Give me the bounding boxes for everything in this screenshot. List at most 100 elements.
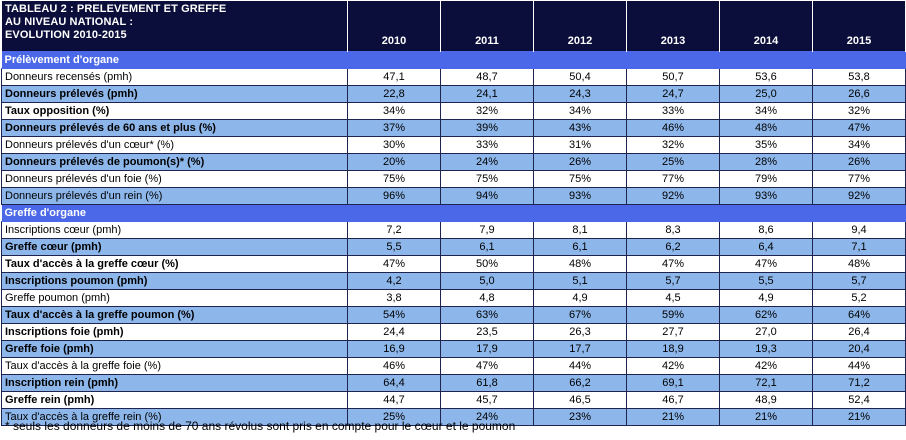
table-cell: 25% bbox=[626, 153, 720, 171]
table-cell: 34% bbox=[719, 102, 813, 120]
section-header-row: Prélèvement d'organe bbox=[1, 51, 906, 69]
table-row: Donneurs prélevés d'un cœur* (%) 30% 33% 31… bbox=[1, 136, 906, 154]
row-label: Taux d'accès à la greffe cœur (%) bbox=[1, 255, 348, 273]
data-table: TABLEAU 2 : PRELEVEMENT ET GREFFE AU NIV… bbox=[1, 1, 906, 426]
table-cell: 48,7 bbox=[440, 68, 534, 86]
row-label: Greffe poumon (pmh) bbox=[1, 289, 348, 307]
table-cell: 22,8 bbox=[347, 85, 441, 103]
table-cell: 21% bbox=[719, 408, 813, 426]
table-cell: 21% bbox=[626, 408, 720, 426]
table-cell: 50% bbox=[440, 255, 534, 273]
table-cell: 64% bbox=[812, 306, 906, 324]
table-cell: 92% bbox=[626, 187, 720, 205]
table-cell: 46% bbox=[626, 119, 720, 137]
table-row: Donneurs prélevés d'un foie (%) 75% 75% 75%… bbox=[1, 170, 906, 188]
table-cell: 4,8 bbox=[440, 289, 534, 307]
column-header-year: 2010 bbox=[347, 1, 441, 52]
table-cell: 75% bbox=[440, 170, 534, 188]
table-row: Taux d'accès à la greffe foie (%) 46% 47% 4… bbox=[1, 357, 906, 375]
table-cell: 21% bbox=[812, 408, 906, 426]
table-cell: 27,0 bbox=[719, 323, 813, 341]
table-cell: 71,2 bbox=[812, 374, 906, 392]
row-label: Donneurs prélevés de 60 ans et plus (%) bbox=[1, 119, 348, 137]
table-cell: 92% bbox=[812, 187, 906, 205]
table-row: Donneurs prélevés d'un rein (%) 96% 94% 93%… bbox=[1, 187, 906, 205]
table-row: Donneurs prélevés (pmh) 22,8 24,1 24,3 24,7 2… bbox=[1, 85, 906, 103]
table-cell: 5,1 bbox=[533, 272, 627, 290]
section-title: Greffe d'organe bbox=[1, 204, 906, 222]
table-cell: 54% bbox=[347, 306, 441, 324]
table-cell: 23,5 bbox=[440, 323, 534, 341]
table-row: Donneurs prélevés de 60 ans et plus (%) 3… bbox=[1, 119, 906, 137]
column-header-year: 2015 bbox=[812, 1, 906, 52]
table-row: Taux opposition (%) 34% 32% 34% 33% 34% 32% bbox=[1, 102, 906, 120]
table-row: Greffe foie (pmh) 16,9 17,9 17,7 18,9 19,3 20,… bbox=[1, 340, 906, 358]
table-cell: 25% bbox=[347, 408, 441, 426]
table-cell: 48% bbox=[719, 119, 813, 137]
table-cell: 45,7 bbox=[440, 391, 534, 409]
table-row: Taux d'accès à la greffe cœur (%) 47% 50% 4… bbox=[1, 255, 906, 273]
table-cell: 47% bbox=[812, 119, 906, 137]
table-cell: 53,6 bbox=[719, 68, 813, 86]
table-cell: 94% bbox=[440, 187, 534, 205]
row-label: Inscriptions poumon (pmh) bbox=[1, 272, 348, 290]
table-cell: 26% bbox=[533, 153, 627, 171]
table-cell: 61,8 bbox=[440, 374, 534, 392]
table-cell: 16,9 bbox=[347, 340, 441, 358]
table-cell: 79% bbox=[719, 170, 813, 188]
row-label: Donneurs recensés (pmh) bbox=[1, 68, 348, 86]
table-cell: 7,2 bbox=[347, 221, 441, 239]
table-cell: 25,0 bbox=[719, 85, 813, 103]
table-row: Inscriptions cœur (pmh) 7,2 7,9 8,1 8,3 8,6 9,… bbox=[1, 221, 906, 239]
table-cell: 5,0 bbox=[440, 272, 534, 290]
table-cell: 24,1 bbox=[440, 85, 534, 103]
table-cell: 47% bbox=[440, 357, 534, 375]
table-row: Inscriptions foie (pmh) 24,4 23,5 26,3 27,7 2… bbox=[1, 323, 906, 341]
table-cell: 48,9 bbox=[719, 391, 813, 409]
table-cell: 4,5 bbox=[626, 289, 720, 307]
table-cell: 46,7 bbox=[626, 391, 720, 409]
table-cell: 34% bbox=[533, 102, 627, 120]
table-cell: 26,3 bbox=[533, 323, 627, 341]
table-cell: 43% bbox=[533, 119, 627, 137]
table-cell: 18,9 bbox=[626, 340, 720, 358]
table-cell: 24,7 bbox=[626, 85, 720, 103]
table-cell: 19,3 bbox=[719, 340, 813, 358]
table-cell: 50,4 bbox=[533, 68, 627, 86]
table-row: Inscriptions poumon (pmh) 4,2 5,0 5,1 5,7 5,5… bbox=[1, 272, 906, 290]
table-cell: 6,1 bbox=[533, 238, 627, 256]
table-cell: 47% bbox=[719, 255, 813, 273]
table-cell: 28% bbox=[719, 153, 813, 171]
table-cell: 5,7 bbox=[626, 272, 720, 290]
table-cell: 44% bbox=[812, 357, 906, 375]
table-row: Greffe cœur (pmh) 5,5 6,1 6,1 6,2 6,4 7,1 bbox=[1, 238, 906, 256]
row-label: Taux d'accès à la greffe foie (%) bbox=[1, 357, 348, 375]
table-row: Taux d'accès à la greffe rein (%) 25% 24% 2… bbox=[1, 408, 906, 426]
table-cell: 47% bbox=[626, 255, 720, 273]
row-label: Inscriptions foie (pmh) bbox=[1, 323, 348, 341]
table-cell: 26% bbox=[812, 153, 906, 171]
table-cell: 5,5 bbox=[347, 238, 441, 256]
table-title-line: AU NIVEAU NATIONAL : bbox=[5, 16, 134, 28]
column-header-year: 2011 bbox=[440, 1, 534, 52]
table-cell: 5,2 bbox=[812, 289, 906, 307]
table-cell: 5,7 bbox=[812, 272, 906, 290]
table-cell: 48% bbox=[533, 255, 627, 273]
table-cell: 34% bbox=[347, 102, 441, 120]
table-cell: 48% bbox=[812, 255, 906, 273]
table-cell: 47% bbox=[347, 255, 441, 273]
table-cell: 26,6 bbox=[812, 85, 906, 103]
table-cell: 3,8 bbox=[347, 289, 441, 307]
table-cell: 33% bbox=[440, 136, 534, 154]
table-cell: 6,2 bbox=[626, 238, 720, 256]
table-cell: 33% bbox=[626, 102, 720, 120]
table-cell: 32% bbox=[440, 102, 534, 120]
table-cell: 32% bbox=[812, 102, 906, 120]
table-cell: 66,2 bbox=[533, 374, 627, 392]
table-cell: 93% bbox=[533, 187, 627, 205]
column-header-year: 2012 bbox=[533, 1, 627, 52]
row-label: Donneurs prélevés d'un rein (%) bbox=[1, 187, 348, 205]
table-cell: 46% bbox=[347, 357, 441, 375]
table-cell: 75% bbox=[533, 170, 627, 188]
table-cell: 27,7 bbox=[626, 323, 720, 341]
